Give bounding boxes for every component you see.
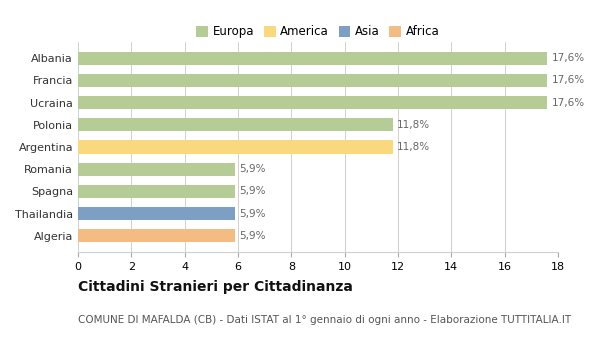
Bar [78,118,392,132]
Text: 5,9%: 5,9% [239,164,266,174]
Bar [78,162,235,176]
Text: 17,6%: 17,6% [551,53,584,63]
Legend: Europa, America, Asia, Africa: Europa, America, Asia, Africa [191,21,445,43]
Bar [78,229,235,243]
Text: Cittadini Stranieri per Cittadinanza: Cittadini Stranieri per Cittadinanza [78,280,353,294]
Bar [78,51,547,65]
Bar [78,185,235,198]
Bar [78,207,235,220]
Text: 17,6%: 17,6% [551,98,584,107]
Text: COMUNE DI MAFALDA (CB) - Dati ISTAT al 1° gennaio di ogni anno - Elaborazione TU: COMUNE DI MAFALDA (CB) - Dati ISTAT al 1… [78,315,571,325]
Text: 5,9%: 5,9% [239,209,266,219]
Bar [78,74,547,87]
Text: 11,8%: 11,8% [397,142,430,152]
Text: 17,6%: 17,6% [551,75,584,85]
Text: 5,9%: 5,9% [239,231,266,241]
Bar [78,96,547,109]
Bar [78,140,392,154]
Text: 11,8%: 11,8% [397,120,430,130]
Text: 5,9%: 5,9% [239,187,266,196]
